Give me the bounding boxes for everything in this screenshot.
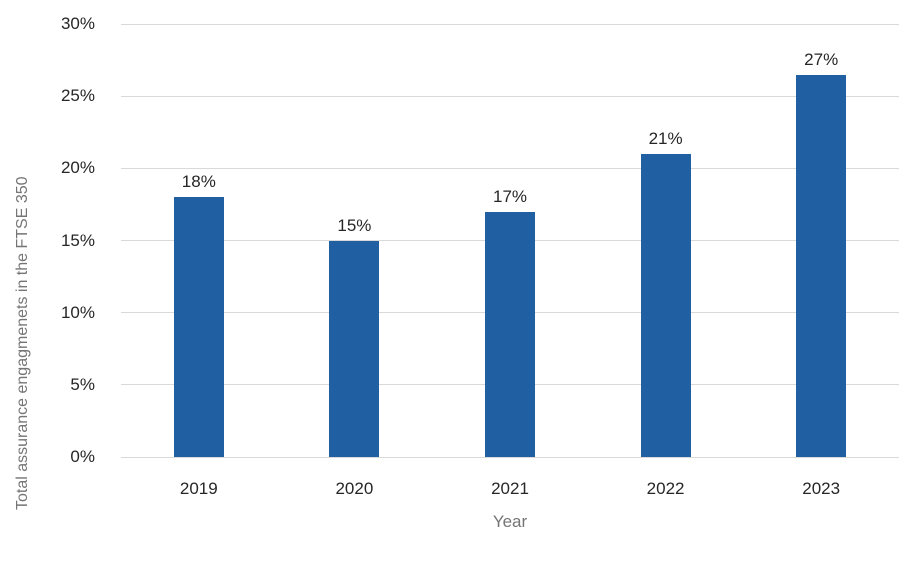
y-tick-label: 30% bbox=[60, 14, 95, 33]
bar-2020 bbox=[329, 240, 380, 457]
bar-2022 bbox=[640, 153, 691, 457]
x-tick-label: 2022 bbox=[646, 479, 685, 498]
bar-data-label: 21% bbox=[648, 128, 683, 148]
bar-data-label: 15% bbox=[337, 215, 372, 235]
bar-2023 bbox=[796, 74, 847, 457]
x-tick-label: 2020 bbox=[335, 479, 374, 498]
bar-data-label: 27% bbox=[804, 49, 839, 69]
y-tick-label: 5% bbox=[70, 374, 95, 394]
y-axis-title: Total assurance engagmenets in the FTSE … bbox=[14, 176, 31, 510]
bar-2019 bbox=[173, 197, 224, 457]
gridline-30% bbox=[121, 23, 899, 25]
y-tick-label: 0% bbox=[70, 447, 95, 466]
gridline-0% bbox=[121, 456, 899, 458]
x-axis-title: Year bbox=[492, 512, 528, 531]
x-tick-label: 2021 bbox=[491, 479, 529, 498]
gridline-25% bbox=[121, 95, 899, 97]
x-tick-label: 2019 bbox=[179, 479, 218, 498]
gridline-20% bbox=[121, 167, 899, 169]
bar-2021 bbox=[485, 211, 535, 457]
y-tick-label: 25% bbox=[60, 86, 95, 106]
bar-data-label: 17% bbox=[492, 186, 528, 206]
y-tick-label: 15% bbox=[60, 230, 95, 250]
y-tick-label: 10% bbox=[60, 302, 95, 322]
x-tick-label: 2023 bbox=[802, 479, 841, 498]
bar-data-label: 18% bbox=[181, 172, 216, 192]
y-tick-label: 20% bbox=[60, 158, 95, 178]
